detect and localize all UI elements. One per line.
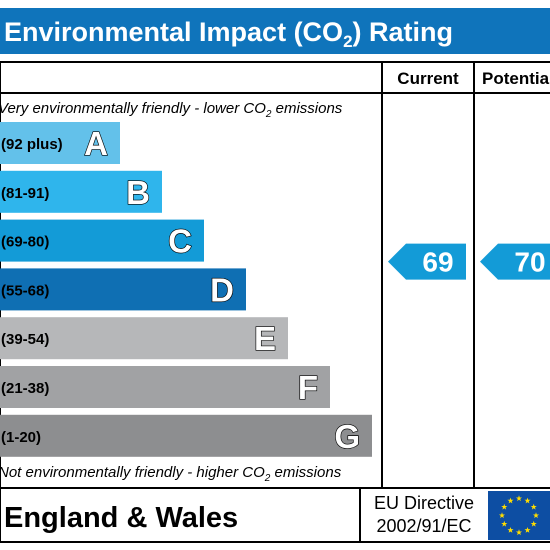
band-c: [0, 219, 204, 262]
band-c-letter: C: [168, 223, 192, 260]
eu-star-icon: [532, 512, 540, 519]
band-e-letter: E: [254, 320, 276, 357]
band-b-range: (81-91): [1, 185, 49, 202]
band-e: [0, 317, 288, 360]
potential-rating-arrow: [480, 243, 550, 280]
band-f: [0, 366, 330, 408]
current-rating-value: 69: [422, 247, 453, 278]
band-f-letter: F: [298, 369, 318, 406]
potential-rating-value: 70: [514, 247, 545, 278]
eu-star-icon: [501, 520, 508, 527]
rating-arrows: 69 70: [388, 243, 550, 280]
eu-star-icon: [530, 503, 537, 510]
current-rating-arrow: [388, 243, 466, 280]
chart-title: Environmental Impact (CO2) Rating: [4, 17, 453, 51]
band-g: [0, 414, 372, 457]
column-header-current: Current: [397, 69, 459, 88]
rating-bands: (92 plus) A (81-91) B (69-80) C (55-68) D (39-54…: [0, 122, 372, 457]
band-a-range: (92 plus): [1, 136, 63, 153]
band-g-letter: G: [334, 418, 360, 455]
eu-star-icon: [524, 497, 531, 504]
eu-star-icon: [498, 512, 506, 519]
band-d-range: (55-68): [1, 282, 49, 299]
footer-frame: [0, 487, 550, 543]
eu-star-icon: [515, 529, 523, 536]
directive-line-2: 2002/91/EC: [376, 516, 471, 536]
directive-line-1: EU Directive: [374, 493, 474, 513]
band-f-range: (21-38): [1, 380, 49, 397]
top-note: Very environmentally friendly - lower CO…: [0, 100, 343, 120]
eu-flag-stars: [498, 495, 540, 536]
eu-star-icon: [530, 520, 537, 527]
band-e-range: (39-54): [1, 331, 49, 348]
band-d: [0, 268, 246, 311]
eu-star-icon: [515, 495, 523, 502]
eu-star-icon: [501, 503, 508, 510]
bottom-note: Not environmentally friendly - higher CO…: [0, 464, 342, 484]
header-bar: [0, 8, 550, 54]
band-c-range: (69-80): [1, 234, 49, 251]
region-label: England & Wales: [4, 502, 238, 534]
band-a-letter: A: [84, 125, 108, 162]
eu-star-icon: [507, 527, 514, 533]
band-b-letter: B: [126, 174, 150, 211]
band-b: [0, 170, 162, 213]
band-a: [0, 122, 120, 164]
column-header-potential: Potential: [482, 69, 550, 88]
band-d-letter: D: [210, 271, 234, 308]
band-g-range: (1-20): [1, 429, 41, 446]
eu-star-icon: [507, 497, 514, 504]
eu-star-icon: [524, 527, 531, 533]
